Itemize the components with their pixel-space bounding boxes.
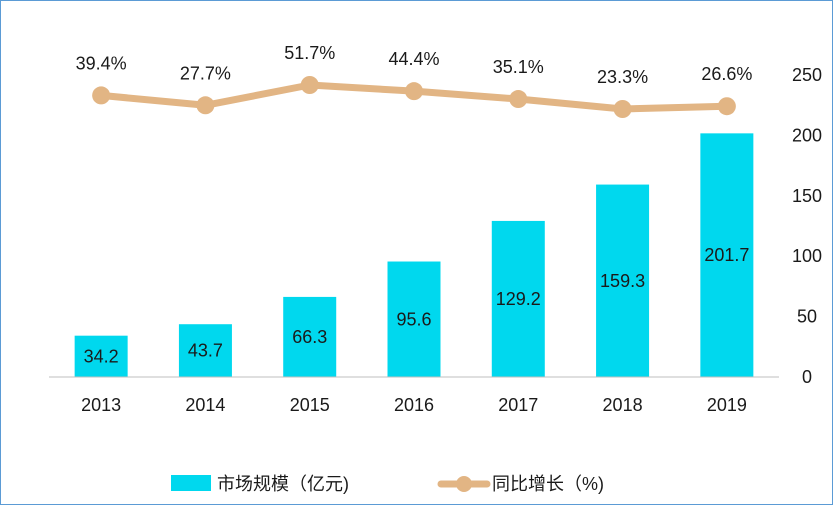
x-tick-label-2013: 2013 [81, 395, 121, 415]
bar-2013 [74, 335, 128, 377]
x-tick-label-2015: 2015 [290, 395, 330, 415]
growth-point-2014 [196, 96, 215, 115]
x-tick-label-2016: 2016 [394, 395, 434, 415]
line-layer: 39.4% 27.7% 51.7% 44.4% 35.1% 23.3% 26.6% [76, 43, 752, 118]
legend-swatch-marker [456, 476, 472, 492]
bar-value-label-2017: 129.2 [496, 289, 541, 309]
bar-value-label-2014: 43.7 [188, 341, 223, 361]
x-tick-label-2017: 2017 [498, 395, 538, 415]
y-tick-label-50: 50 [797, 307, 817, 327]
legend-swatch-bar [171, 475, 211, 491]
x-tick-label-2019: 2019 [707, 395, 747, 415]
y-tick-label-200: 200 [792, 125, 822, 145]
growth-label-2017: 35.1% [493, 57, 544, 77]
right-y-tick-labels: 0 50 100 150 200 250 [792, 65, 822, 387]
growth-label-2019: 26.6% [701, 64, 752, 84]
legend: 市场规模（亿元) 同比增长（%) [171, 474, 604, 494]
growth-label-2014: 27.7% [180, 63, 231, 83]
bars-layer: 34.2 43.7 66.3 95.6 129.2 159.3 201.7 [74, 133, 754, 377]
y-tick-label-150: 150 [792, 186, 822, 206]
growth-point-2015 [300, 76, 319, 94]
growth-point-2016 [405, 82, 423, 101]
bar-value-label-2018: 159.3 [600, 271, 645, 291]
y-tick-label-100: 100 [792, 246, 822, 266]
growth-point-2018 [613, 100, 632, 118]
bar-value-label-2019: 201.7 [704, 245, 749, 265]
growth-point-2013 [92, 86, 111, 105]
legend-label-bar: 市场规模（亿元) [217, 474, 349, 494]
bar-2017 [491, 220, 545, 377]
bar-2019 [700, 133, 754, 377]
bar-2018 [596, 184, 650, 377]
bar-2014 [178, 324, 232, 377]
growth-label-2013: 39.4% [76, 53, 127, 73]
legend-label-line: 同比增长（%) [492, 474, 604, 494]
bar-2015 [283, 296, 337, 377]
growth-label-2016: 44.4% [388, 49, 439, 69]
x-tick-label-2018: 2018 [603, 395, 643, 415]
bar-value-label-2016: 95.6 [396, 309, 431, 329]
x-tick-label-2014: 2014 [185, 395, 225, 415]
bar-2016 [387, 261, 441, 377]
growth-label-2015: 51.7% [284, 43, 335, 63]
growth-point-2017 [509, 90, 528, 109]
x-tick-labels: 2013 2014 2015 2016 2017 2018 2019 [81, 395, 747, 415]
growth-point-2019 [717, 97, 736, 116]
growth-label-2018: 23.3% [597, 67, 648, 87]
bar-value-label-2013: 34.2 [84, 346, 119, 366]
bar-value-label-2015: 66.3 [292, 327, 327, 347]
y-tick-label-0: 0 [802, 367, 812, 387]
y-tick-label-250: 250 [792, 65, 822, 85]
